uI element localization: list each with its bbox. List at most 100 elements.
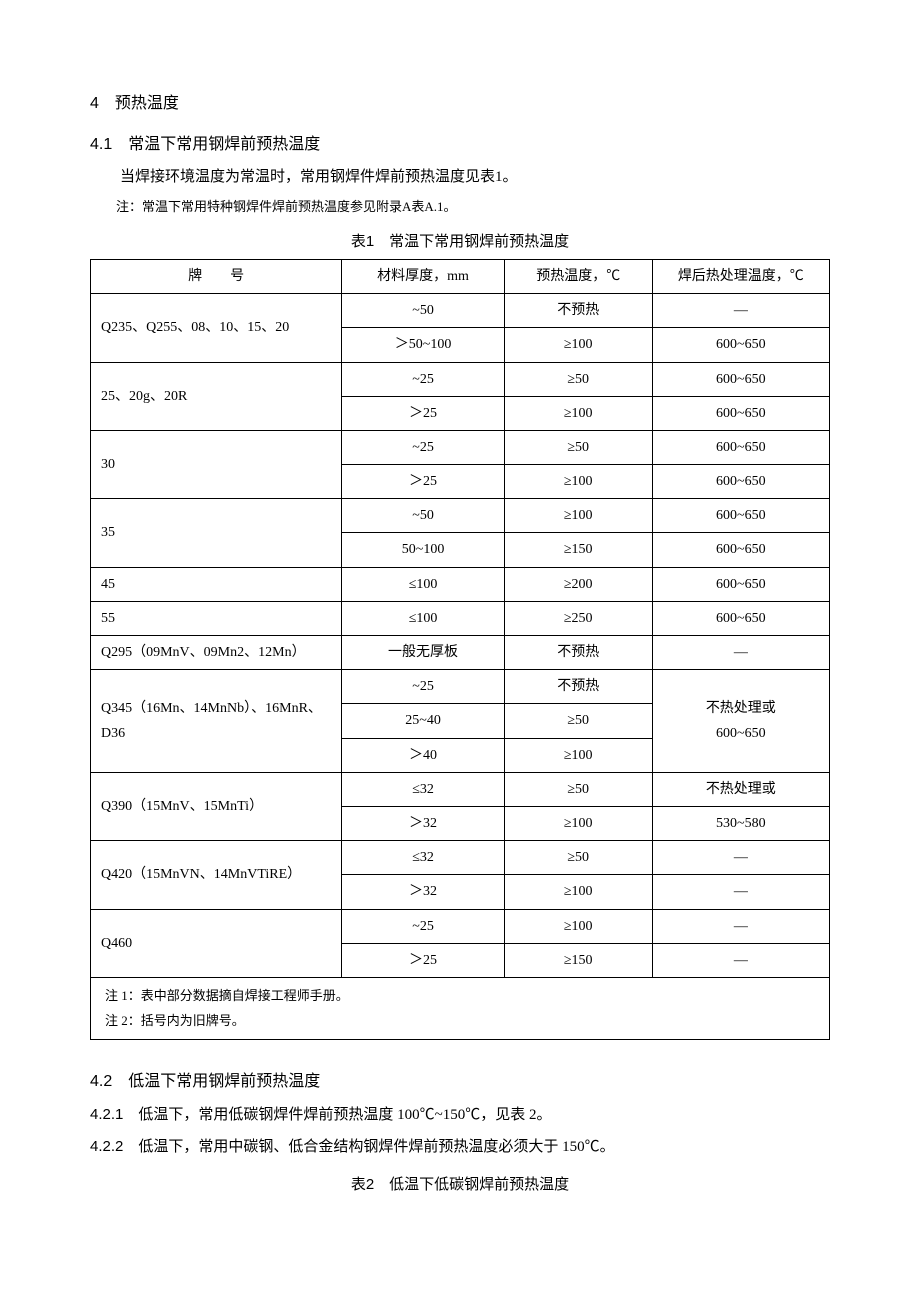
cell-grade: Q235、Q255、08、10、15、20 (91, 294, 342, 362)
table-row: Q460~25≥100— (91, 909, 830, 943)
section-421: 4.2.1 低温下，常用低碳钢焊件焊前预热温度 100℃~150℃，见表 2。 (90, 1101, 830, 1129)
cell-thickness: 25~40 (342, 704, 505, 738)
section-42-heading: 4.2 低温下常用钢焊前预热温度 (90, 1068, 830, 1097)
cell-preheat: ≥100 (504, 396, 652, 430)
table1-header-row: 牌 号 材料厚度，mm 预热温度，℃ 焊后热处理温度，℃ (91, 259, 830, 293)
cell-postheat: — (652, 636, 829, 670)
cell-thickness: ＞40 (342, 738, 505, 772)
cell-thickness: ≤100 (342, 601, 505, 635)
cell-preheat: ≥150 (504, 533, 652, 567)
cell-thickness: 一般无厚板 (342, 636, 505, 670)
cell-preheat: ≥100 (504, 738, 652, 772)
cell-thickness: ＞50~100 (342, 328, 505, 362)
table-row: 45≤100≥200600~650 (91, 567, 830, 601)
section-4-num: 4 (90, 95, 99, 112)
cell-thickness: ＞32 (342, 806, 505, 840)
cell-postheat: 600~650 (652, 499, 829, 533)
cell-preheat: 不预热 (504, 294, 652, 328)
table-row: Q235、Q255、08、10、15、20~50不预热— (91, 294, 830, 328)
cell-grade: Q390（15MnV、15MnTi） (91, 772, 342, 840)
cell-postheat: — (652, 841, 829, 875)
cell-preheat: ≥250 (504, 601, 652, 635)
table-row: 55≤100≥250600~650 (91, 601, 830, 635)
cell-preheat: ≥100 (504, 806, 652, 840)
cell-thickness: ≤32 (342, 841, 505, 875)
cell-postheat: — (652, 875, 829, 909)
section-41-num: 4.1 (90, 136, 112, 153)
th-thick: 材料厚度，mm (342, 259, 505, 293)
cell-thickness: 50~100 (342, 533, 505, 567)
cell-preheat: ≥50 (504, 772, 652, 806)
cell-preheat: 不预热 (504, 670, 652, 704)
cell-thickness: ≤100 (342, 567, 505, 601)
table-row: Q420（15MnVN、14MnVTiRE）≤32≥50— (91, 841, 830, 875)
cell-preheat: ≥50 (504, 704, 652, 738)
cell-thickness: ≤32 (342, 772, 505, 806)
section-422-num: 4.2.2 (90, 1138, 123, 1155)
cell-thickness: ~25 (342, 670, 505, 704)
section-422: 4.2.2 低温下，常用中碳钢、低合金结构钢焊件焊前预热温度必须大于 150℃。 (90, 1133, 830, 1161)
table-row: 25、20g、20R~25≥50600~650 (91, 362, 830, 396)
cell-preheat: ≥100 (504, 465, 652, 499)
cell-preheat: 不预热 (504, 636, 652, 670)
cell-thickness: ＞32 (342, 875, 505, 909)
section-421-text: 低温下，常用低碳钢焊件焊前预热温度 100℃~150℃，见表 2。 (138, 1107, 551, 1123)
cell-grade: 30 (91, 430, 342, 498)
th-preheat: 预热温度，℃ (504, 259, 652, 293)
cell-grade: 25、20g、20R (91, 362, 342, 430)
table-row: 30~25≥50600~650 (91, 430, 830, 464)
cell-postheat: 600~650 (652, 328, 829, 362)
cell-preheat: ≥100 (504, 499, 652, 533)
table-row: Q345（16Mn、14MnNb）、16MnR、D36~25不预热不热处理或60… (91, 670, 830, 704)
section-42-title: 低温下常用钢焊前预热温度 (128, 1073, 320, 1090)
cell-postheat: 600~650 (652, 601, 829, 635)
cell-grade: Q420（15MnVN、14MnVTiRE） (91, 841, 342, 909)
cell-postheat: 600~650 (652, 567, 829, 601)
cell-preheat: ≥150 (504, 943, 652, 977)
section-422-text: 低温下，常用中碳钢、低合金结构钢焊件焊前预热温度必须大于 150℃。 (138, 1139, 614, 1155)
cell-postheat: 600~650 (652, 465, 829, 499)
cell-grade: Q460 (91, 909, 342, 977)
section-41-heading: 4.1 常温下常用钢焊前预热温度 (90, 131, 830, 160)
cell-thickness: ~50 (342, 294, 505, 328)
cell-thickness: ＞25 (342, 943, 505, 977)
section-4-heading: 4 预热温度 (90, 90, 830, 119)
cell-postheat: — (652, 943, 829, 977)
cell-postheat: 530~580 (652, 806, 829, 840)
table1-notes-row: 注 1：表中部分数据摘自焊接工程师手册。 注 2：括号内为旧牌号。 (91, 977, 830, 1039)
section-41-title: 常温下常用钢焊前预热温度 (128, 136, 320, 153)
cell-preheat: ≥50 (504, 841, 652, 875)
cell-grade: 45 (91, 567, 342, 601)
th-grade: 牌 号 (91, 259, 342, 293)
th-post: 焊后热处理温度，℃ (652, 259, 829, 293)
cell-preheat: ≥50 (504, 430, 652, 464)
cell-thickness: ＞25 (342, 396, 505, 430)
cell-thickness: ~25 (342, 909, 505, 943)
section-4-title: 预热温度 (115, 95, 179, 112)
cell-grade: 35 (91, 499, 342, 567)
cell-preheat: ≥100 (504, 875, 652, 909)
cell-thickness: ~50 (342, 499, 505, 533)
table1-note2: 注 2：括号内为旧牌号。 (105, 1009, 815, 1034)
cell-postheat: 600~650 (652, 396, 829, 430)
cell-postheat: 600~650 (652, 430, 829, 464)
section-421-num: 4.2.1 (90, 1106, 123, 1123)
cell-postheat: 600~650 (652, 362, 829, 396)
table-row: Q295（09MnV、09Mn2、12Mn）一般无厚板不预热— (91, 636, 830, 670)
cell-thickness: ~25 (342, 362, 505, 396)
cell-postheat: — (652, 909, 829, 943)
cell-grade: Q345（16Mn、14MnNb）、16MnR、D36 (91, 670, 342, 773)
section-41-note: 注：常温下常用特种钢焊件焊前预热温度参见附录A表A.1。 (90, 195, 830, 218)
cell-preheat: ≥200 (504, 567, 652, 601)
cell-postheat: 不热处理或600~650 (652, 670, 829, 773)
table-row: 35~50≥100600~650 (91, 499, 830, 533)
table1: 牌 号 材料厚度，mm 预热温度，℃ 焊后热处理温度，℃ Q235、Q255、0… (90, 259, 830, 1040)
cell-postheat: — (652, 294, 829, 328)
cell-thickness: ~25 (342, 430, 505, 464)
cell-grade: 55 (91, 601, 342, 635)
table1-caption: 表1 常温下常用钢焊前预热温度 (90, 228, 830, 255)
table1-note1: 注 1：表中部分数据摘自焊接工程师手册。 (105, 984, 815, 1009)
cell-preheat: ≥50 (504, 362, 652, 396)
cell-postheat: 600~650 (652, 533, 829, 567)
section-41-para: 当焊接环境温度为常温时，常用钢焊件焊前预热温度见表1。 (90, 164, 830, 191)
